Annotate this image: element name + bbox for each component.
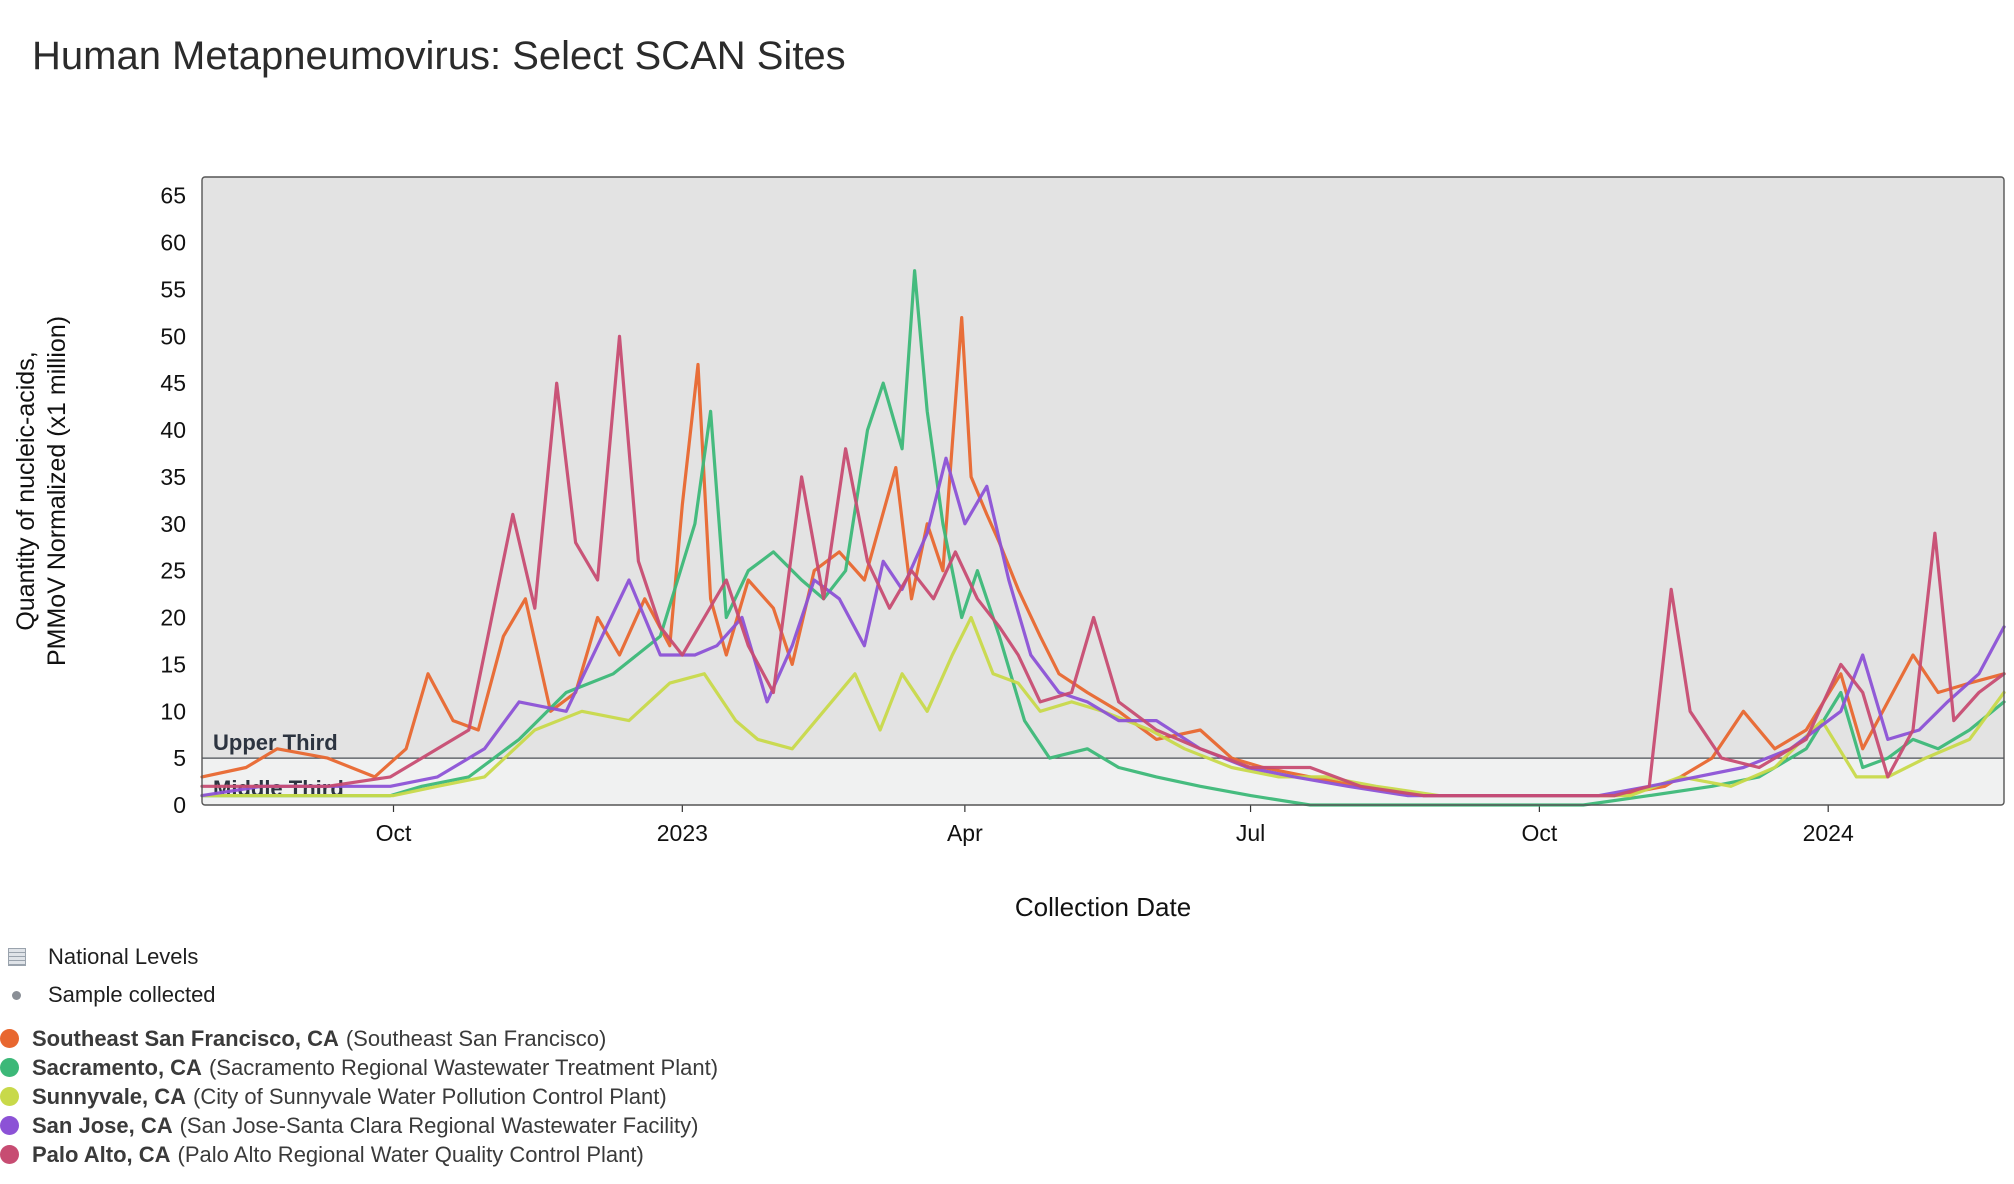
x-tick-label: Apr [947, 820, 983, 846]
legend-site-plant: (San Jose-Santa Clara Regional Wastewate… [179, 1112, 699, 1138]
legend-site-plant: (City of Sunnyvale Water Pollution Contr… [193, 1083, 667, 1109]
site-color-dot-icon [0, 1087, 19, 1106]
legend-site-name: Palo Alto, CA [32, 1141, 171, 1167]
legend-site-name: Southeast San Francisco, CA [32, 1025, 339, 1051]
y-tick-label: 40 [160, 417, 186, 443]
y-axis-title: Quantity of nucleic-acids, PMMoV Normaliz… [12, 316, 71, 666]
y-tick-label: 35 [160, 464, 186, 490]
legend-site-name: Sunnyvale, CA [32, 1083, 187, 1109]
legend-site-item[interactable]: Southeast San Francisco, CA (Southeast S… [0, 1024, 718, 1053]
middle-third-label: Middle Third [213, 776, 344, 801]
x-tick-label: Oct [376, 820, 412, 846]
legend-site-plant: (Sacramento Regional Wastewater Treatmen… [208, 1054, 719, 1080]
y-tick-label: 20 [160, 605, 186, 631]
y-axis-title-line2: PMMoV Normalized (x1 million) [43, 316, 71, 666]
legend-site-plant: (Southeast San Francisco) [345, 1025, 607, 1051]
y-tick-label: 65 [160, 183, 186, 209]
legend-national-levels[interactable]: National Levels [0, 942, 718, 972]
chart-title: Human Metapneumovirus: Select SCAN Sites [32, 34, 846, 78]
y-tick-label: 15 [160, 651, 186, 677]
y-tick-label: 5 [173, 745, 186, 771]
y-tick-label: 45 [160, 370, 186, 396]
x-tick-label: Oct [1521, 820, 1557, 846]
legend-site-plant: (Palo Alto Regional Water Quality Contro… [177, 1141, 644, 1167]
legend-site-name: San Jose, CA [32, 1112, 173, 1138]
site-color-dot-icon [0, 1029, 19, 1048]
legend-national-levels-label: National Levels [48, 944, 199, 969]
national-levels-icon [8, 948, 26, 966]
y-tick-label: 55 [160, 276, 186, 302]
legend-site-item[interactable]: Sacramento, CA (Sacramento Regional Wast… [0, 1053, 718, 1082]
legend-site-item[interactable]: San Jose, CA (San Jose-Santa Clara Regio… [0, 1111, 718, 1140]
sample-dot-icon [12, 990, 21, 1000]
y-tick-label: 25 [160, 558, 186, 584]
x-tick-label: Jul [1236, 820, 1265, 846]
y-tick-label: 60 [160, 230, 186, 256]
plot-border [201, 176, 2005, 806]
series-line [200, 316, 2006, 798]
legend-site-item[interactable]: Palo Alto, CA (Palo Alto Regional Water … [0, 1140, 718, 1169]
y-tick-label: 30 [160, 511, 186, 537]
legend-sample-collected-label: Sample collected [48, 982, 216, 1007]
y-tick-label: 50 [160, 323, 186, 349]
x-axis-title: Collection Date [1015, 892, 1191, 922]
legend-sample-collected[interactable]: Sample collected [0, 980, 718, 1010]
y-tick-label: 10 [160, 698, 186, 724]
y-axis-title-line1: Quantity of nucleic-acids, [12, 351, 40, 630]
site-color-dot-icon [0, 1116, 19, 1135]
plot-background [202, 177, 2004, 805]
series-line [200, 615, 2006, 798]
series-line [200, 456, 2006, 798]
legend-site-name: Sacramento, CA [32, 1054, 202, 1080]
legend-site-item[interactable]: Sunnyvale, CA (City of Sunnyvale Water P… [0, 1082, 718, 1111]
legend: National Levels Sample collected Southea… [0, 942, 718, 1169]
site-color-dot-icon [0, 1058, 19, 1077]
x-tick-label: 2024 [1803, 820, 1854, 846]
x-tick-label: 2023 [657, 820, 708, 846]
site-color-dot-icon [0, 1145, 19, 1164]
series-line [200, 334, 2006, 798]
y-tick-label: 0 [173, 792, 186, 818]
